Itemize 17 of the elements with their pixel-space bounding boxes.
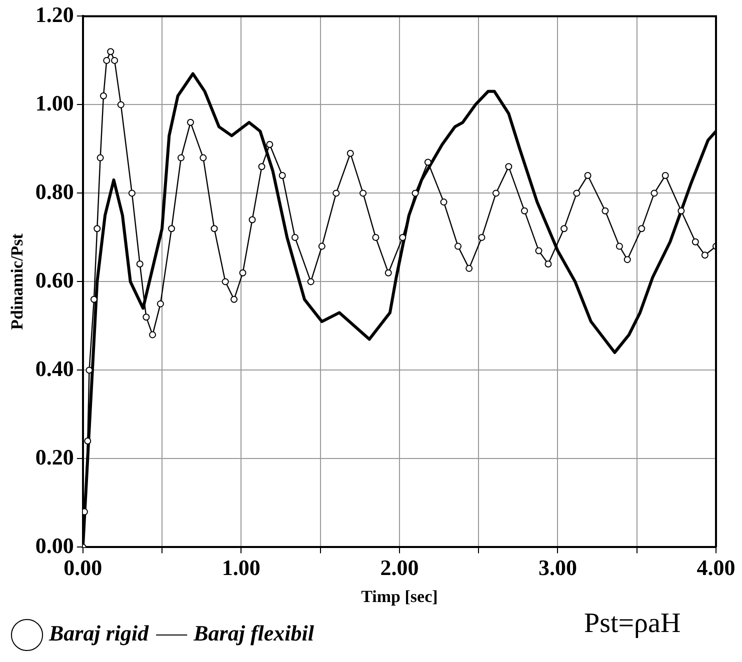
y-tick-label: 0.80 (35, 178, 74, 204)
text: Pst=ρaH (584, 608, 681, 640)
y-tick-label: 0.40 (35, 356, 74, 381)
x-tick-label: 0.00 (64, 555, 102, 580)
y-axis-title: Pdinamic/Pst (8, 233, 27, 330)
legend-label: Baraj flexibil (192, 620, 315, 646)
x-tick-label: 4.00 (696, 555, 736, 580)
x-tick-label: 2.00 (380, 555, 419, 580)
y-tick-label: 1.00 (35, 90, 74, 116)
y-tick-label: 0.00 (35, 532, 74, 558)
y-tick-label: 0.20 (35, 444, 74, 470)
legend-label: Baraj rigid (48, 620, 150, 646)
y-tick-label: 0.60 (35, 267, 74, 292)
y-tick-label: 1.20 (35, 2, 74, 27)
x-axis-title: Timp [sec] (361, 587, 438, 606)
x-tick-label: 3.00 (538, 555, 577, 580)
x-tick-label: 1.00 (222, 555, 260, 580)
